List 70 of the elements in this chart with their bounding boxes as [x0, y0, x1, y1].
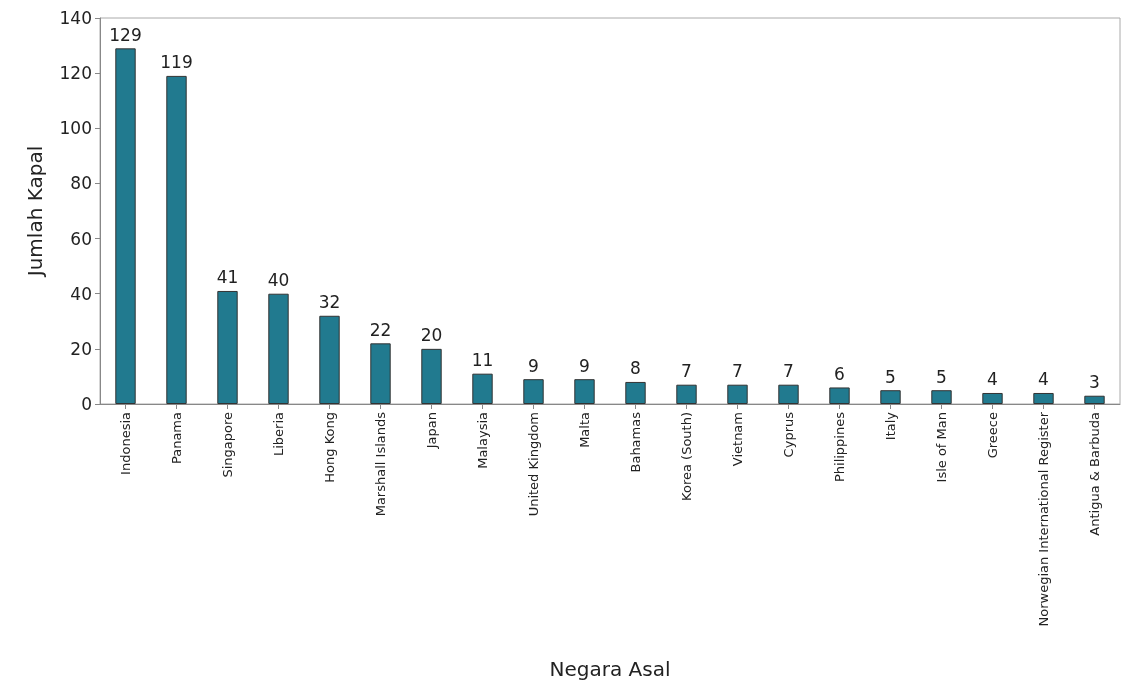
data-label: 4 [1038, 369, 1049, 390]
x-tick-label: Italy [883, 411, 898, 441]
x-tick-label: Malta [577, 412, 592, 448]
bar [1033, 392, 1054, 404]
data-label: 7 [681, 361, 692, 382]
bar [472, 373, 493, 404]
data-label: 32 [318, 292, 341, 313]
y-tick-label: 0 [81, 394, 92, 414]
bar [1084, 395, 1105, 404]
x-tick-label: Marshall Islands [373, 411, 388, 517]
bar [676, 384, 697, 404]
bar [778, 384, 799, 404]
data-label: 41 [216, 267, 239, 288]
data-label: 11 [471, 350, 494, 371]
bar [319, 315, 340, 404]
x-tick-label: Isle of Man [934, 412, 949, 483]
bar [931, 390, 952, 404]
x-tick-label: Bahamas [628, 411, 643, 473]
data-label: 8 [630, 358, 641, 379]
x-tick-label: Panama [169, 412, 184, 465]
bar [982, 392, 1003, 404]
data-label: 9 [528, 355, 539, 376]
data-label: 6 [834, 363, 845, 384]
x-tick-label: Hong Kong [322, 412, 337, 483]
x-tick-label: Korea (South) [679, 412, 694, 501]
x-tick-label: Antigua & Barbuda [1087, 412, 1102, 536]
data-label: 4 [987, 369, 998, 390]
data-label: 22 [369, 319, 392, 340]
data-label: 20 [420, 325, 443, 346]
bar [421, 348, 442, 404]
y-tick-label: 20 [70, 338, 92, 359]
data-label: 3 [1089, 372, 1100, 393]
data-label: 119 [160, 52, 193, 73]
x-tick-label: Malaysia [475, 412, 490, 469]
y-tick-label: 80 [70, 173, 92, 194]
x-tick-label: Greece [985, 412, 1000, 459]
data-label: 5 [885, 366, 896, 387]
data-label: 40 [267, 270, 290, 291]
bar [115, 48, 136, 404]
data-label: 9 [579, 355, 590, 376]
x-tick-label: Vietnam [730, 412, 745, 467]
y-tick-label: 60 [70, 228, 92, 249]
bar [523, 379, 544, 404]
data-label: 7 [732, 361, 743, 382]
bar [727, 384, 748, 404]
x-axis-title: Negara Asal [549, 657, 671, 681]
data-label: 7 [783, 361, 794, 382]
x-tick-label: Singapore [220, 412, 235, 478]
bar [166, 75, 187, 404]
x-tick-label: Philippines [832, 411, 847, 483]
y-tick-label: 40 [70, 283, 92, 304]
x-tick-label: Indonesia [118, 412, 133, 475]
data-label: 5 [936, 366, 947, 387]
data-label: 129 [109, 24, 142, 45]
bar [829, 387, 850, 404]
bar [880, 390, 901, 404]
bar [574, 379, 595, 404]
bar [625, 381, 646, 404]
y-tick-label: 140 [59, 8, 92, 28]
x-tick-label: United Kingdom [526, 412, 541, 517]
x-tick-label: Cyprus [781, 411, 796, 458]
y-axis-title: Jumlah Kapal [23, 145, 47, 279]
x-tick-label: Norwegian International Register [1036, 411, 1051, 627]
bar [268, 293, 289, 404]
bar [217, 290, 238, 404]
x-tick-label: Japan [424, 412, 439, 450]
y-tick-label: 120 [59, 63, 92, 84]
bar [370, 343, 391, 404]
y-tick-label: 100 [59, 118, 92, 139]
x-tick-label: Liberia [271, 412, 286, 457]
